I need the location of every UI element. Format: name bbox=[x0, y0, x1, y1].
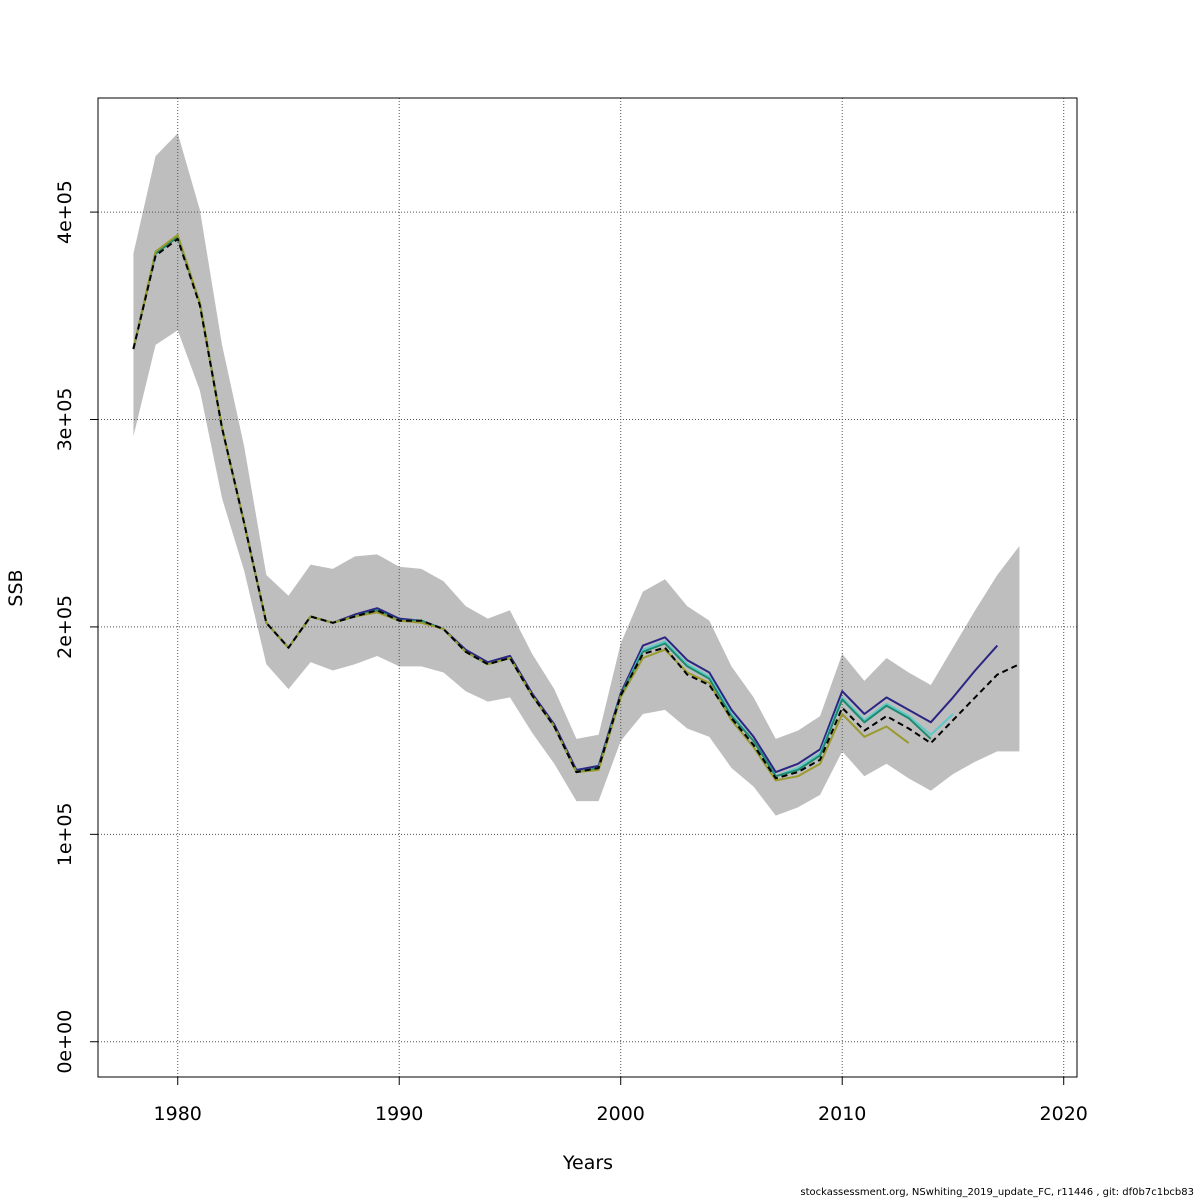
series-line-5 bbox=[132, 238, 1020, 780]
footer-note: stockassessment.org, NSwhiting_2019_upda… bbox=[800, 1187, 1194, 1198]
x-axis-title: Years bbox=[562, 1152, 613, 1174]
grid-layer bbox=[98, 98, 1077, 1077]
y-tick-label: 3e+05 bbox=[54, 388, 76, 452]
x-tick-label: 1990 bbox=[375, 1103, 423, 1125]
series-layer bbox=[132, 233, 1020, 782]
x-tick-label: 2020 bbox=[1040, 1103, 1088, 1125]
confidence-band bbox=[133, 133, 1020, 816]
y-tick-label: 1e+05 bbox=[54, 802, 76, 866]
x-tick-label: 1980 bbox=[154, 1103, 202, 1125]
y-tick-label: 4e+05 bbox=[54, 180, 76, 244]
y-tick-label: 2e+05 bbox=[54, 595, 76, 659]
y-axis-title: SSB bbox=[5, 569, 27, 606]
plot-frame bbox=[97, 97, 1078, 1078]
x-tick-label: 2010 bbox=[818, 1103, 866, 1125]
x-tick-label: 2000 bbox=[597, 1103, 645, 1125]
confidence-band-layer bbox=[133, 133, 1020, 816]
y-tick-label: 0e+00 bbox=[54, 1010, 76, 1074]
axes-layer: 1980 1990 2000 2010 2020 0e+00 1e+05 2e+05 3e+05… bbox=[54, 180, 1088, 1125]
